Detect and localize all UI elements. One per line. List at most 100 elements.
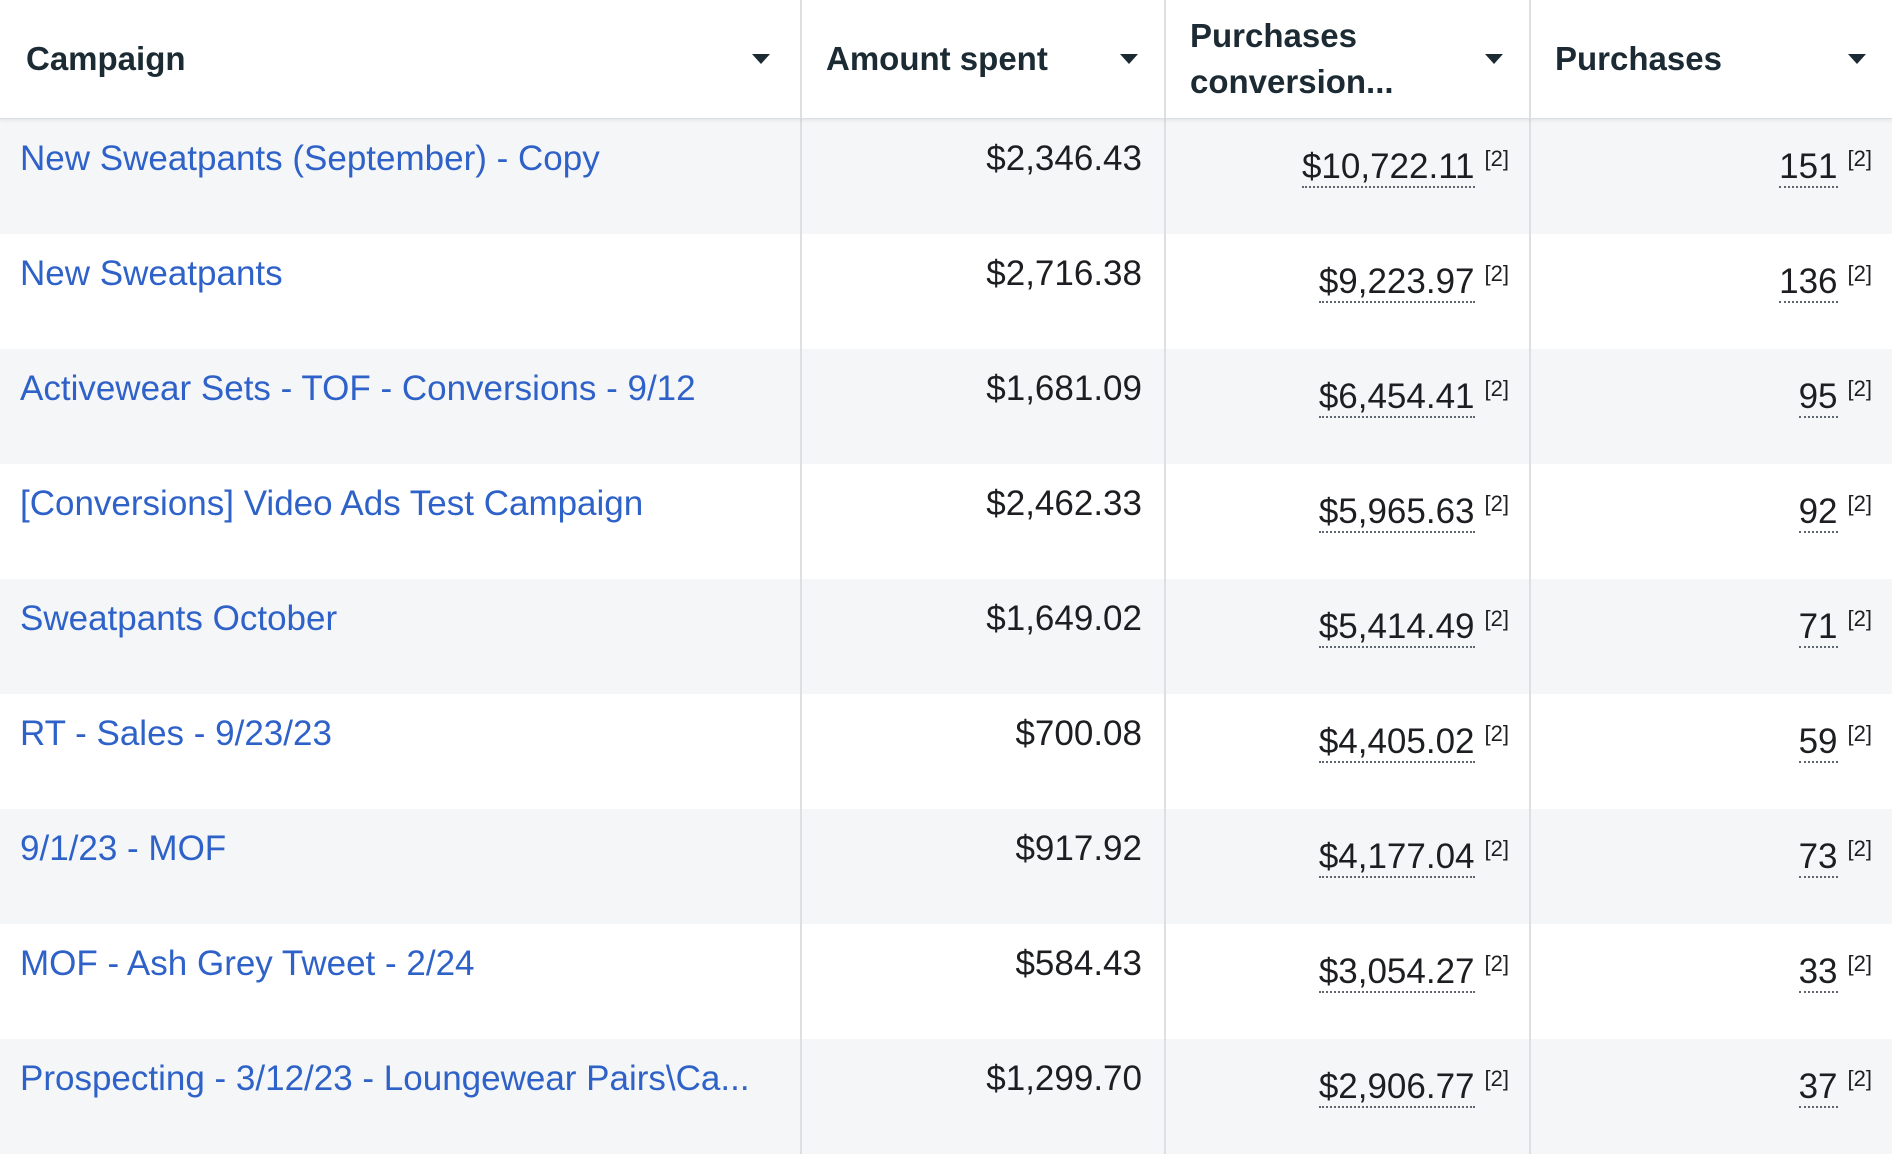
sort-dropdown-icon[interactable] xyxy=(1485,54,1503,64)
sort-dropdown-icon[interactable] xyxy=(1120,54,1138,64)
cell-campaign: MOF - Ash Grey Tweet - 2/24 xyxy=(0,924,800,1039)
purchases-value[interactable]: 71 xyxy=(1798,607,1838,648)
table-row: New Sweatpants (September) - Copy $2,346.… xyxy=(0,119,1892,234)
footnote-marker[interactable]: [2] xyxy=(1847,951,1872,976)
cell-purchases: 33 [2] xyxy=(1529,924,1892,1039)
campaign-link[interactable]: New Sweatpants xyxy=(20,254,283,293)
sort-dropdown-icon[interactable] xyxy=(752,54,770,64)
footnote-marker[interactable]: [2] xyxy=(1847,261,1872,286)
cell-amount-spent: $1,649.02 xyxy=(800,579,1164,694)
campaign-link[interactable]: MOF - Ash Grey Tweet - 2/24 xyxy=(20,944,475,983)
table-row: [Conversions] Video Ads Test Campaign $2,… xyxy=(0,464,1892,579)
conversion-value[interactable]: $4,405.02 xyxy=(1318,722,1475,763)
campaign-link[interactable]: Sweatpants October xyxy=(20,599,338,638)
column-header-label: Amount spent xyxy=(826,40,1048,77)
table-row: 9/1/23 - MOF $917.92 $4,177.04 [2] 73 [2] xyxy=(0,809,1892,924)
cell-purchases: 59 [2] xyxy=(1529,694,1892,809)
conversion-value[interactable]: $5,414.49 xyxy=(1318,607,1475,648)
conversion-value[interactable]: $10,722.11 xyxy=(1301,147,1475,188)
conversion-value[interactable]: $5,965.63 xyxy=(1318,492,1475,533)
conversion-value[interactable]: $9,223.97 xyxy=(1318,262,1475,303)
purchases-value[interactable]: 151 xyxy=(1779,147,1838,188)
cell-conversion-value: $10,722.11 [2] xyxy=(1164,119,1529,234)
cell-campaign: New Sweatpants (September) - Copy xyxy=(0,119,800,234)
footnote-marker[interactable]: [2] xyxy=(1847,836,1872,861)
cell-amount-spent: $917.92 xyxy=(800,809,1164,924)
footnote-marker[interactable]: [2] xyxy=(1484,376,1509,401)
purchases-value[interactable]: 92 xyxy=(1798,492,1838,533)
campaign-link[interactable]: Activewear Sets - TOF - Conversions - 9/… xyxy=(20,369,696,408)
footnote-marker[interactable]: [2] xyxy=(1847,606,1872,631)
cell-purchases: 151 [2] xyxy=(1529,119,1892,234)
table-row: Activewear Sets - TOF - Conversions - 9/… xyxy=(0,349,1892,464)
cell-amount-spent: $2,346.43 xyxy=(800,119,1164,234)
column-header-purchases-conversion-value[interactable]: Purchases conversion... xyxy=(1164,0,1529,118)
column-header-label: Purchases conversion... xyxy=(1190,17,1394,100)
table-row: RT - Sales - 9/23/23 $700.08 $4,405.02 [2] 5… xyxy=(0,694,1892,809)
footnote-marker[interactable]: [2] xyxy=(1484,606,1509,631)
campaign-link[interactable]: RT - Sales - 9/23/23 xyxy=(20,714,332,753)
footnote-marker[interactable]: [2] xyxy=(1847,146,1872,171)
column-header-campaign[interactable]: Campaign xyxy=(0,0,800,118)
purchases-value[interactable]: 95 xyxy=(1798,377,1838,418)
purchases-value[interactable]: 59 xyxy=(1798,722,1838,763)
sort-dropdown-icon[interactable] xyxy=(1848,54,1866,64)
column-header-label: Purchases xyxy=(1555,40,1722,77)
purchases-value[interactable]: 73 xyxy=(1798,837,1838,878)
footnote-marker[interactable]: [2] xyxy=(1484,1066,1509,1091)
cell-conversion-value: $5,965.63 [2] xyxy=(1164,464,1529,579)
cell-conversion-value: $4,177.04 [2] xyxy=(1164,809,1529,924)
cell-conversion-value: $3,054.27 [2] xyxy=(1164,924,1529,1039)
cell-campaign: Activewear Sets - TOF - Conversions - 9/… xyxy=(0,349,800,464)
table-row: New Sweatpants $2,716.38 $9,223.97 [2] 136 [2… xyxy=(0,234,1892,349)
table-row: Prospecting - 3/12/23 - Loungewear Pairs… xyxy=(0,1039,1892,1154)
table-header: Campaign Amount spent Purchases conversi… xyxy=(0,0,1892,119)
conversion-value[interactable]: $4,177.04 xyxy=(1318,837,1475,878)
cell-purchases: 92 [2] xyxy=(1529,464,1892,579)
purchases-value[interactable]: 33 xyxy=(1798,952,1838,993)
footnote-marker[interactable]: [2] xyxy=(1484,951,1509,976)
footnote-marker[interactable]: [2] xyxy=(1484,261,1509,286)
cell-campaign: New Sweatpants xyxy=(0,234,800,349)
cell-purchases: 95 [2] xyxy=(1529,349,1892,464)
footnote-marker[interactable]: [2] xyxy=(1484,721,1509,746)
cell-purchases: 37 [2] xyxy=(1529,1039,1892,1154)
campaign-link[interactable]: 9/1/23 - MOF xyxy=(20,829,227,868)
column-header-purchases[interactable]: Purchases xyxy=(1529,0,1892,118)
table-row: Sweatpants October $1,649.02 $5,414.49 [2] 7… xyxy=(0,579,1892,694)
cell-purchases: 136 [2] xyxy=(1529,234,1892,349)
footnote-marker[interactable]: [2] xyxy=(1484,146,1509,171)
purchases-value[interactable]: 136 xyxy=(1779,262,1838,303)
cell-amount-spent: $584.43 xyxy=(800,924,1164,1039)
conversion-value[interactable]: $2,906.77 xyxy=(1318,1067,1475,1108)
cell-campaign: 9/1/23 - MOF xyxy=(0,809,800,924)
cell-campaign: Prospecting - 3/12/23 - Loungewear Pairs… xyxy=(0,1039,800,1154)
cell-purchases: 73 [2] xyxy=(1529,809,1892,924)
conversion-value[interactable]: $6,454.41 xyxy=(1318,377,1475,418)
footnote-marker[interactable]: [2] xyxy=(1847,491,1872,516)
campaign-link[interactable]: [Conversions] Video Ads Test Campaign xyxy=(20,484,644,523)
cell-conversion-value: $4,405.02 [2] xyxy=(1164,694,1529,809)
conversion-value[interactable]: $3,054.27 xyxy=(1318,952,1475,993)
cell-amount-spent: $2,462.33 xyxy=(800,464,1164,579)
table-body: New Sweatpants (September) - Copy $2,346.… xyxy=(0,119,1892,1154)
footnote-marker[interactable]: [2] xyxy=(1847,376,1872,401)
cell-campaign: RT - Sales - 9/23/23 xyxy=(0,694,800,809)
cell-campaign: Sweatpants October xyxy=(0,579,800,694)
footnote-marker[interactable]: [2] xyxy=(1847,721,1872,746)
campaign-link[interactable]: Prospecting - 3/12/23 - Loungewear Pairs… xyxy=(20,1059,750,1098)
cell-purchases: 71 [2] xyxy=(1529,579,1892,694)
footnote-marker[interactable]: [2] xyxy=(1484,836,1509,861)
footnote-marker[interactable]: [2] xyxy=(1484,491,1509,516)
cell-amount-spent: $1,299.70 xyxy=(800,1039,1164,1154)
campaign-link[interactable]: New Sweatpants (September) - Copy xyxy=(20,139,600,178)
cell-campaign: [Conversions] Video Ads Test Campaign xyxy=(0,464,800,579)
cell-conversion-value: $6,454.41 [2] xyxy=(1164,349,1529,464)
footnote-marker[interactable]: [2] xyxy=(1847,1066,1872,1091)
cell-conversion-value: $2,906.77 [2] xyxy=(1164,1039,1529,1154)
column-header-amount-spent[interactable]: Amount spent xyxy=(800,0,1164,118)
table-row: MOF - Ash Grey Tweet - 2/24 $584.43 $3,054… xyxy=(0,924,1892,1039)
purchases-value[interactable]: 37 xyxy=(1798,1067,1838,1108)
cell-conversion-value: $5,414.49 [2] xyxy=(1164,579,1529,694)
cell-amount-spent: $2,716.38 xyxy=(800,234,1164,349)
